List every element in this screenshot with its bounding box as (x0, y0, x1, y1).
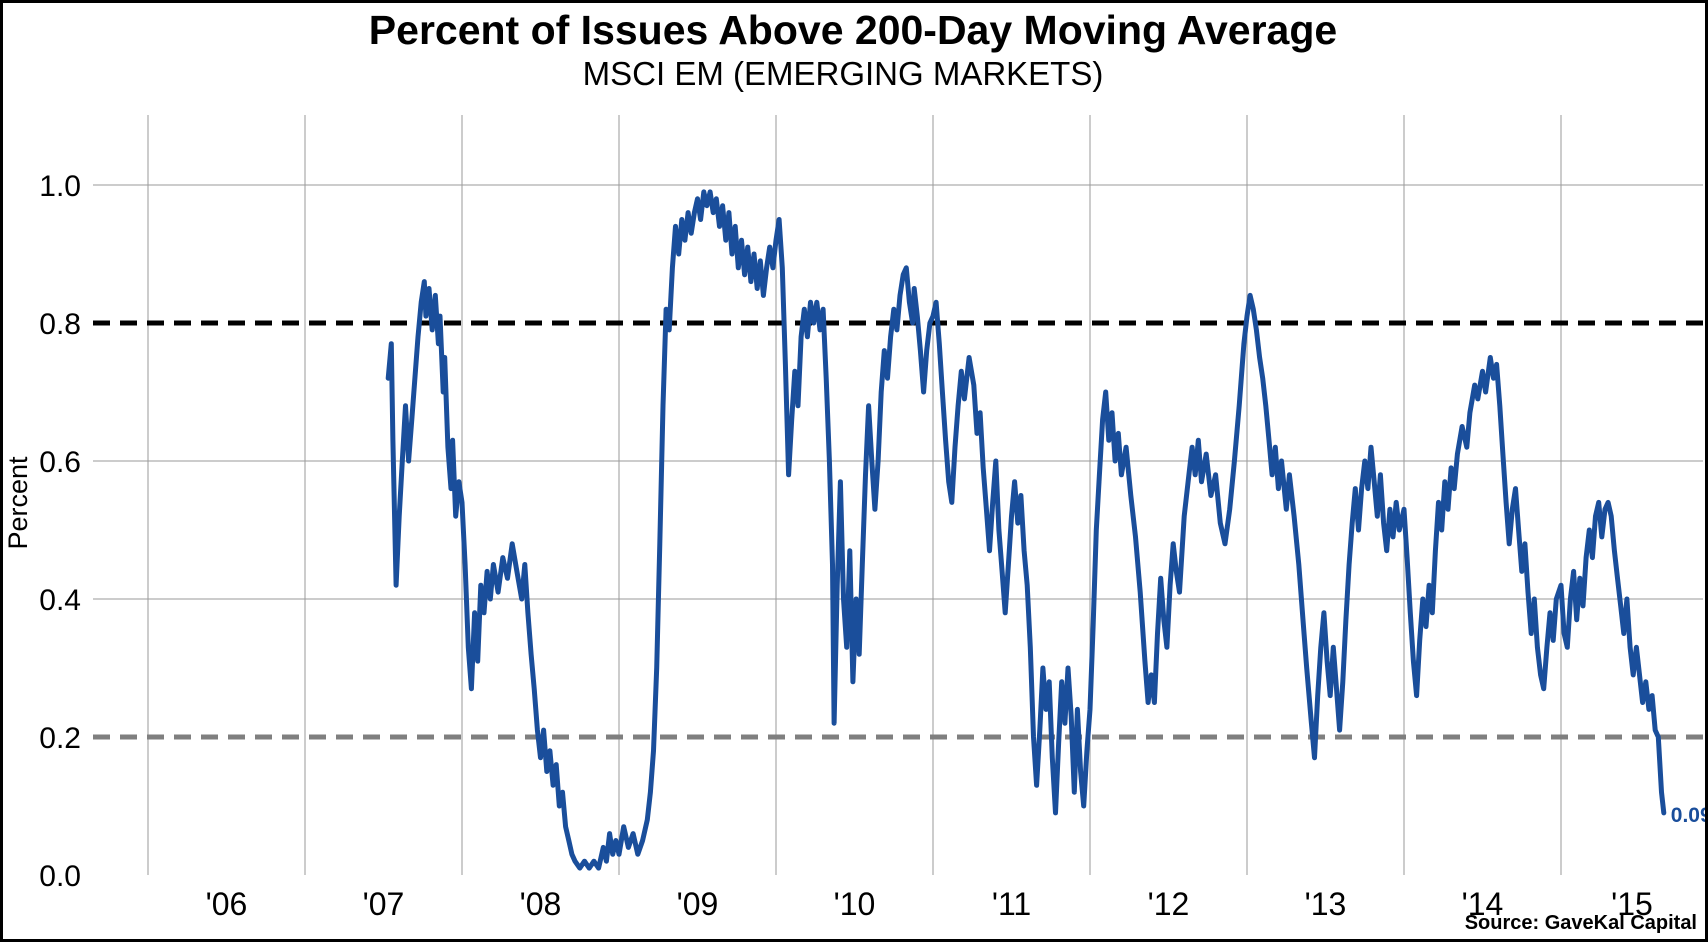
x-tick-label: '13 (1305, 886, 1347, 922)
x-tick-label: '12 (1148, 886, 1190, 922)
y-tick-label: 0.4 (39, 584, 81, 617)
x-tick-label: '09 (677, 886, 719, 922)
y-tick-label: 0.2 (39, 722, 81, 755)
y-axis-tick-labels: 1.0 0.8 0.6 0.4 0.2 0.0 (39, 170, 81, 893)
horizontal-gridlines (93, 184, 1703, 600)
x-axis-tick-labels: '06 '07 '08 '09 '10 '11 '12 '13 '14 '15 (206, 886, 1653, 922)
y-tick-label: 0.8 (39, 308, 81, 341)
x-tick-label: '08 (520, 886, 562, 922)
y-axis-title: Percent (3, 456, 33, 550)
x-tick-label: '07 (363, 886, 405, 922)
line-chart: 1.0 0.8 0.6 0.4 0.2 0.0 '06 '07 '08 '09 '10 '11 '12… (3, 115, 1708, 922)
vertical-gridlines (147, 115, 1562, 875)
reference-lines (93, 320, 1705, 740)
y-tick-label: 0.0 (39, 860, 81, 893)
last-value-label: 0.09 (1671, 804, 1708, 827)
x-tick-label: '06 (206, 886, 248, 922)
chart-subtitle: MSCI EM (EMERGING MARKETS) (582, 55, 1104, 92)
x-tick-label: '15 (1611, 886, 1653, 922)
data-series-line (385, 189, 1667, 871)
y-tick-label: 0.6 (39, 446, 81, 479)
y-tick-label: 1.0 (39, 170, 81, 203)
x-tick-label: '10 (834, 886, 876, 922)
source-credit: Source: GaveKal Capital (1464, 912, 1697, 934)
x-tick-label: '14 (1462, 886, 1504, 922)
x-tick-label: '11 (992, 886, 1031, 922)
chart-title: Percent of Issues Above 200-Day Moving A… (368, 7, 1338, 53)
